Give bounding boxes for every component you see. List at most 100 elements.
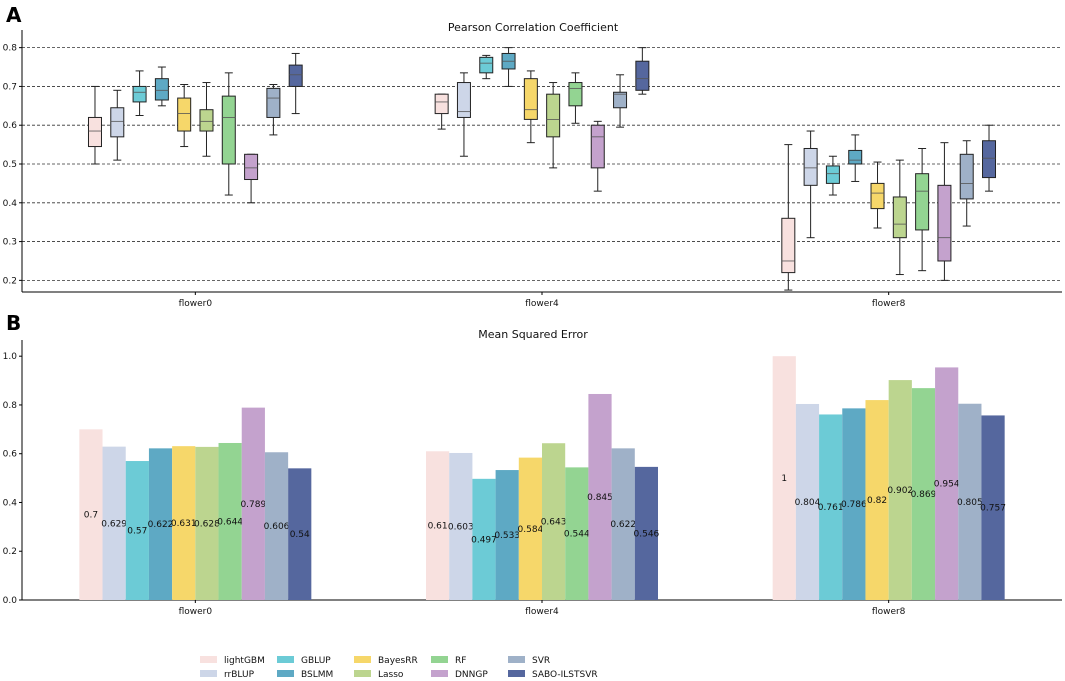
box-iqr — [154, 78, 169, 101]
legend-label: lightGBM — [224, 656, 265, 666]
y-tick-label: 0.2 — [3, 547, 17, 557]
legend-item-rrblup: rrBLUP — [200, 670, 255, 680]
box-iqr — [937, 184, 952, 262]
bar-lasso-flower8 — [888, 380, 912, 600]
bar-value-label: 0.57 — [127, 527, 147, 537]
box-iqr — [568, 82, 583, 107]
bar-rrblup-flower0 — [102, 446, 126, 600]
box-iqr — [870, 182, 885, 210]
legend-swatch — [277, 656, 294, 663]
box-iqr — [479, 56, 494, 74]
legend-item-gblup: GBLUP — [277, 656, 331, 666]
bar-lasso-flower0 — [195, 446, 219, 600]
box-iqr — [244, 153, 259, 181]
legend-label: SABO-ILSTSVR — [532, 670, 598, 680]
legend-item-dnngp: DNNGP — [431, 670, 488, 680]
legend-item-lasso: Lasso — [354, 670, 404, 680]
box-dnngp-flower0 — [244, 153, 259, 204]
x-tick-label: flower8 — [872, 607, 906, 617]
bar-lasso-flower4 — [542, 443, 566, 600]
box-bslmm-flower8 — [848, 134, 863, 182]
box-sabo-ilstsvr-flower4 — [635, 47, 650, 95]
x-tick-label: flower4 — [525, 607, 559, 617]
y-tick-label: 0.6 — [3, 450, 18, 460]
bar-value-label: 0.786 — [841, 500, 867, 510]
box-dnngp-flower4 — [590, 120, 605, 192]
box-iqr — [959, 153, 974, 200]
bar-value-label: 0.631 — [171, 519, 197, 529]
box-iqr — [221, 95, 236, 165]
legend-item-sabo-ilstsvr: SABO-ILSTSVR — [508, 670, 598, 680]
y-tick-label: 0.0 — [3, 596, 18, 606]
bar-sabo-ilstsvr-flower8 — [981, 415, 1005, 600]
legend-swatch — [277, 670, 294, 677]
bar-value-label: 1 — [781, 474, 787, 484]
bar-value-label: 0.606 — [264, 522, 290, 532]
legend-label: SVR — [532, 656, 550, 666]
bar-value-label: 0.954 — [934, 480, 960, 490]
bar-value-label: 0.845 — [587, 493, 613, 503]
box-gblup-flower0 — [132, 70, 147, 117]
y-tick-label: 0.4 — [3, 199, 18, 209]
legend-item-bslmm: BSLMM — [277, 670, 333, 680]
legend-swatch — [431, 670, 448, 677]
bar-value-label: 0.902 — [887, 486, 913, 496]
bar-lightgbm-flower8 — [772, 356, 796, 600]
bar-rrblup-flower4 — [449, 452, 473, 600]
legend-label: Lasso — [378, 670, 404, 680]
bar-bslmm-flower4 — [495, 470, 519, 600]
bar-dnngp-flower0 — [241, 407, 265, 600]
bar-svr-flower4 — [611, 448, 635, 600]
bar-value-label: 0.82 — [867, 496, 887, 506]
bar-lightgbm-flower0 — [79, 429, 103, 600]
x-tick-label: flower4 — [525, 299, 559, 309]
mse-chart-title: Mean Squared Error — [478, 328, 588, 341]
box-iqr — [546, 93, 561, 138]
box-iqr — [781, 217, 796, 274]
box-iqr — [803, 147, 818, 186]
bar-gblup-flower0 — [125, 461, 149, 600]
bar-value-label: 0.61 — [428, 522, 448, 532]
legend-label: BayesRR — [378, 656, 418, 666]
bar-bslmm-flower8 — [842, 408, 866, 600]
y-tick-label: 0.8 — [3, 44, 18, 54]
bar-value-label: 0.622 — [610, 520, 636, 530]
bar-value-label: 0.546 — [634, 529, 660, 539]
box-iqr — [177, 97, 192, 132]
bar-rrblup-flower8 — [795, 403, 820, 600]
bar-value-label: 0.805 — [957, 498, 983, 508]
legend: lightGBM rrBLUP GBLUP BSLMM BayesRR Lasso RF DN… — [200, 656, 598, 680]
box-iqr — [110, 107, 125, 138]
legend-label: GBLUP — [301, 656, 331, 666]
legend-label: rrBLUP — [224, 670, 255, 680]
box-iqr — [523, 78, 538, 120]
pcc-boxplot: 0.2 0.3 0.4 0.5 0.6 0.7 0.8 flower0 flower4 flowe… — [3, 30, 1062, 309]
box-svr-flower8 — [959, 140, 974, 227]
y-tick-label: 0.4 — [3, 498, 18, 508]
box-rf-flower0 — [221, 72, 236, 196]
legend-item-rf: RF — [431, 656, 466, 666]
box-gblup-flower4 — [479, 54, 494, 80]
box-lightgbm-flower4 — [434, 93, 449, 130]
box-bslmm-flower0 — [154, 66, 169, 107]
x-tick-label: flower0 — [179, 299, 213, 309]
box-rf-flower4 — [568, 72, 583, 124]
box-iqr — [982, 140, 997, 179]
mse-barplot: 0.00.20.40.60.81.0flower00.70.6290.570.6… — [3, 340, 1062, 617]
box-sabo-ilstsvr-flower0 — [288, 52, 303, 115]
legend-item-svr: SVR — [508, 656, 550, 666]
bar-value-label: 0.761 — [818, 503, 844, 513]
bar-value-label: 0.804 — [795, 498, 821, 508]
box-iqr — [288, 64, 303, 87]
box-svr-flower4 — [613, 74, 628, 128]
legend-item-lightgbm: lightGBM — [200, 656, 265, 666]
y-tick-label: 0.8 — [3, 401, 18, 411]
bar-value-label: 0.789 — [240, 500, 266, 510]
bar-value-label: 0.644 — [217, 517, 243, 527]
legend-swatch — [508, 670, 525, 677]
bar-value-label: 0.629 — [101, 519, 127, 529]
bar-value-label: 0.497 — [471, 535, 497, 545]
bar-bayesrr-flower4 — [518, 457, 542, 600]
